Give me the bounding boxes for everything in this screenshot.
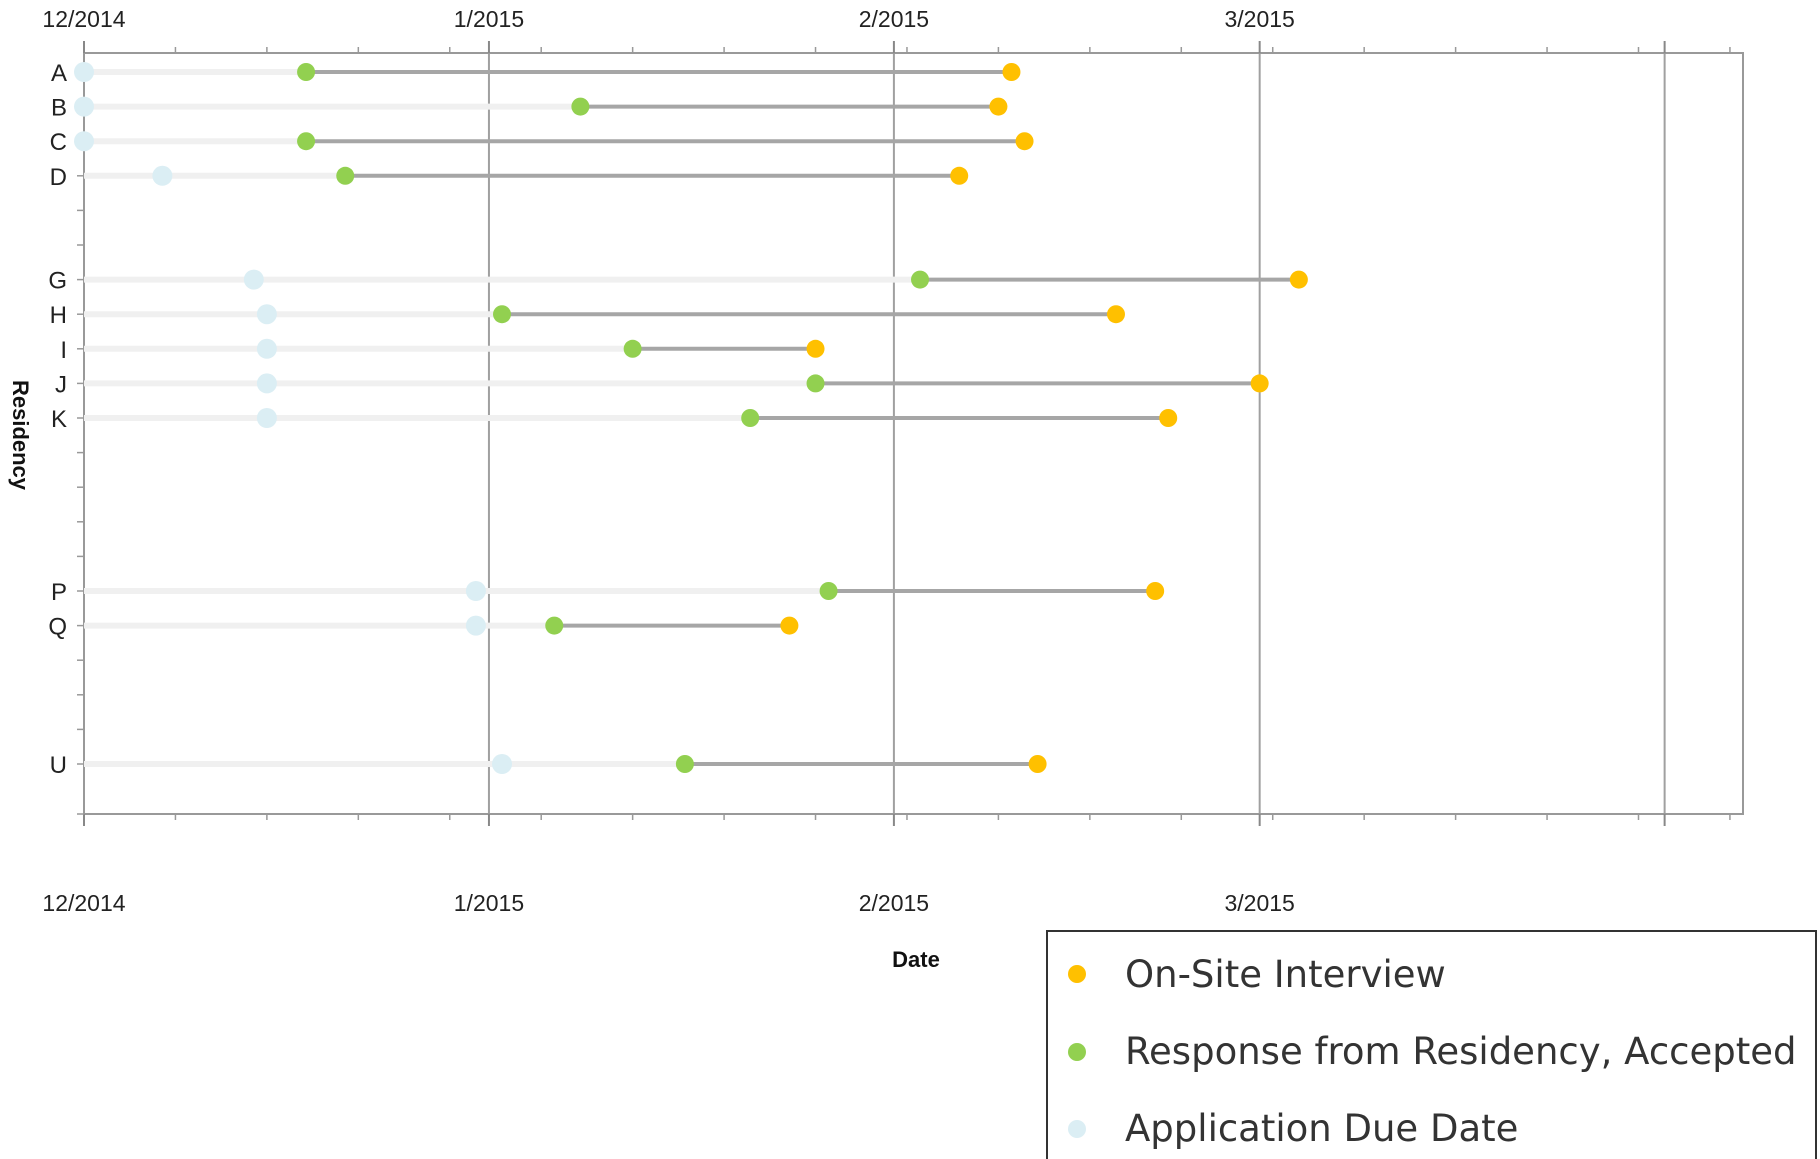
point-application-due-date-i	[256, 338, 277, 359]
point-on-site-interview-i	[806, 339, 825, 358]
x-tick-label-bottom: 1/2015	[454, 890, 524, 916]
point-application-due-date-a	[74, 62, 94, 82]
point-response-accepted-p	[819, 582, 838, 600]
row-label-b: B	[51, 95, 67, 122]
point-application-due-date-q	[465, 615, 486, 636]
row-label-k: K	[51, 406, 67, 433]
legend-box	[1046, 930, 1817, 1159]
point-response-accepted-d	[336, 166, 355, 185]
point-on-site-interview-j	[1250, 374, 1269, 393]
point-response-accepted-u	[675, 755, 694, 773]
row-label-i: I	[60, 337, 67, 364]
point-on-site-interview-p	[1146, 582, 1165, 600]
y-axis	[77, 71, 84, 815]
point-application-due-date-g	[243, 269, 264, 290]
point-application-due-date-p	[465, 581, 486, 601]
point-response-accepted-q	[545, 616, 564, 635]
row-label-d: D	[50, 164, 67, 191]
point-application-due-date-b	[74, 96, 94, 117]
row-label-q: Q	[48, 614, 67, 641]
point-response-accepted-g	[911, 270, 930, 289]
x-tick-label-top: 3/2015	[1224, 6, 1294, 32]
x-axis-bottom: 12/2014 1/2015 2/2015 3/2015	[42, 814, 1731, 916]
legend-label-application-due-date: Application Due Date	[1125, 1107, 1518, 1150]
x-axis-top: 12/2014 1/2015 2/2015 3/2015	[42, 6, 1731, 53]
row-label-p: P	[51, 579, 67, 606]
x-tick-label-top: 12/2014	[42, 6, 125, 32]
point-on-site-interview-k	[1159, 409, 1178, 427]
data-points	[74, 62, 1308, 774]
point-response-accepted-i	[623, 339, 642, 358]
point-application-due-date-c	[74, 131, 94, 152]
x-tick-label-bottom: 3/2015	[1224, 890, 1294, 916]
point-on-site-interview-d	[950, 166, 969, 185]
row-label-c: C	[50, 129, 67, 156]
legend-marker-response-accepted	[1068, 1043, 1086, 1061]
point-response-accepted-j	[806, 374, 825, 393]
row-label-u: U	[50, 752, 67, 779]
point-on-site-interview-u	[1028, 755, 1047, 773]
x-tick-label-bottom: 12/2014	[42, 890, 125, 916]
x-tick-label-bottom: 2/2015	[859, 890, 929, 916]
point-on-site-interview-b	[989, 97, 1008, 116]
plot-frame	[83, 52, 1744, 815]
point-response-accepted-b	[571, 97, 590, 116]
point-application-due-date-u	[492, 754, 513, 774]
row-label-g: G	[48, 268, 67, 295]
x-axis-title: Date	[892, 947, 940, 972]
point-on-site-interview-g	[1289, 270, 1308, 289]
point-application-due-date-h	[256, 304, 277, 325]
legend-label-on-site-interview: On-Site Interview	[1125, 953, 1446, 996]
point-on-site-interview-q	[780, 616, 799, 635]
point-response-accepted-k	[741, 409, 760, 427]
point-application-due-date-d	[152, 165, 173, 186]
point-response-accepted-a	[297, 63, 316, 81]
point-on-site-interview-h	[1106, 305, 1125, 324]
legend-marker-application-due-date	[1068, 1120, 1086, 1138]
gridlines	[487, 53, 1666, 814]
point-on-site-interview-c	[1015, 132, 1034, 151]
legend: On-Site Interview Response from Residenc…	[1046, 930, 1817, 1159]
y-axis-title: Residency	[8, 380, 33, 491]
legend-marker-on-site-interview	[1068, 965, 1086, 983]
legend-label-response-accepted: Response from Residency, Accepted	[1125, 1030, 1797, 1073]
row-label-j: J	[55, 371, 67, 398]
x-tick-label-top: 2/2015	[859, 6, 929, 32]
x-tick-label-top: 1/2015	[454, 6, 524, 32]
point-response-accepted-h	[493, 305, 512, 324]
point-response-accepted-c	[297, 132, 316, 151]
point-application-due-date-j	[256, 373, 277, 394]
point-on-site-interview-a	[1002, 63, 1021, 81]
row-label-h: H	[50, 302, 67, 329]
point-application-due-date-k	[256, 408, 277, 428]
row-label-a: A	[51, 60, 67, 87]
